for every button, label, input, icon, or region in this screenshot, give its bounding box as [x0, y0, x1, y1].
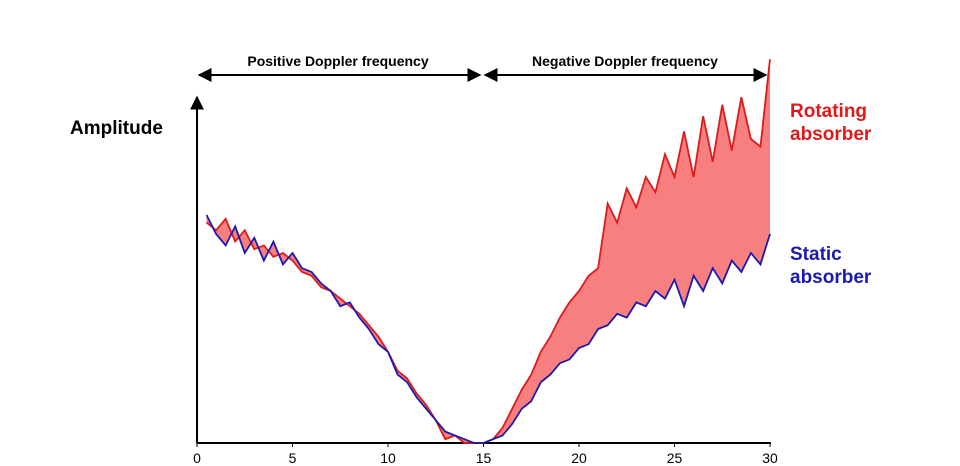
x-tick-label: 0 [193, 450, 201, 466]
series-line [205, 214, 771, 444]
annotation: Negative Doppler frequency [532, 53, 718, 69]
x-tick-label: 20 [571, 450, 587, 466]
x-tick-label: 10 [380, 450, 396, 466]
annotation: Positive Doppler frequency [247, 53, 428, 69]
fill-between [206, 59, 771, 443]
x-tick-label: 25 [667, 450, 683, 466]
x-tick-label: 15 [476, 450, 492, 466]
legend-entry: Rotating absorber [790, 101, 872, 145]
x-tick-label: 30 [762, 450, 778, 466]
y-axis-label: Amplitude [70, 118, 163, 139]
x-tick-label: 5 [289, 450, 297, 466]
legend-entry: Static absorber [790, 244, 872, 288]
